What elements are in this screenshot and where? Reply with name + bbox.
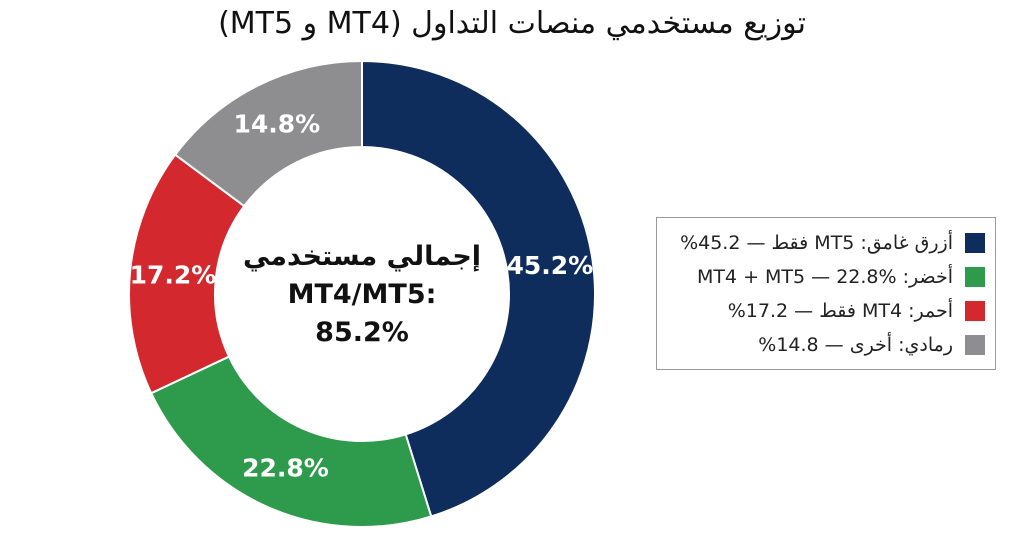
- chart-title: توزيع مستخدمي منصات التداول (MT4 و MT5): [218, 6, 806, 41]
- slice-mt5-only: [361, 59, 596, 518]
- legend-item-mt4-mt5: أخضر: MT4 + MT5 — 22.8%: [667, 260, 985, 294]
- slice-other: [173, 59, 363, 208]
- legend: أزرق غامق: MT5 فقط — 45.2% أخضر: MT4 + M…: [656, 217, 996, 370]
- legend-swatch-dark-blue: [965, 233, 985, 253]
- legend-item-mt5-only: أزرق غامق: MT5 فقط — 45.2%: [667, 226, 985, 260]
- slice-label: 14.8%: [233, 110, 320, 139]
- donut-slices: [128, 59, 596, 528]
- slice-label: 22.8%: [242, 453, 329, 482]
- center-label-total: 85.2%: [315, 317, 409, 348]
- legend-item-label: أخضر: MT4 + MT5 — 22.8%: [696, 266, 953, 288]
- donut-slice-labels: 45.2% 22.8% 17.2% 14.8%: [130, 110, 594, 483]
- legend-item-label: أحمر: MT4 فقط — 17.2%: [727, 300, 953, 322]
- slice-mt4-mt5: [149, 355, 433, 528]
- donut-center-label: إجمالي مستخدمي MT4/MT5: 85.2%: [222, 238, 502, 352]
- legend-item-mt4-only: أحمر: MT4 فقط — 17.2%: [667, 294, 985, 328]
- legend-item-label: أزرق غامق: MT5 فقط — 45.2%: [680, 232, 953, 254]
- center-label-line1: إجمالي مستخدمي: [242, 241, 482, 272]
- legend-swatch-gray: [965, 335, 985, 355]
- legend-item-label: رمادي: أخرى — 14.8%: [758, 334, 953, 356]
- legend-item-other: رمادي: أخرى — 14.8%: [667, 328, 985, 362]
- legend-swatch-red: [965, 301, 985, 321]
- legend-swatch-green: [965, 267, 985, 287]
- slice-label: 45.2%: [506, 251, 593, 280]
- center-label-line2: MT4/MT5:: [287, 279, 437, 310]
- slice-label: 17.2%: [130, 260, 217, 289]
